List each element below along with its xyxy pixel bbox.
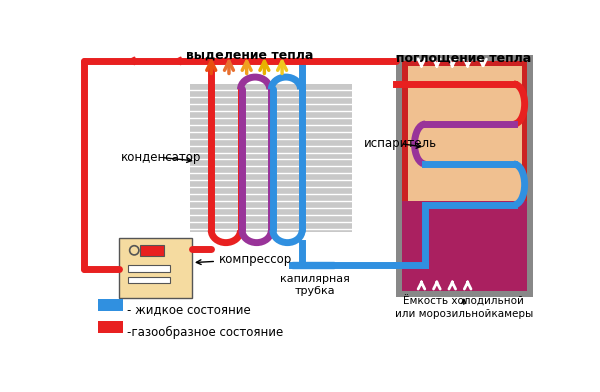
- FancyBboxPatch shape: [396, 55, 533, 297]
- Text: Ёмкость холодильной
или морозильнойкамеры: Ёмкость холодильной или морозильнойкамер…: [395, 296, 533, 319]
- Text: испаритель: испаритель: [364, 137, 437, 150]
- FancyBboxPatch shape: [402, 61, 527, 291]
- FancyBboxPatch shape: [140, 245, 164, 256]
- FancyBboxPatch shape: [292, 262, 334, 268]
- Text: капилярная
трубка: капилярная трубка: [280, 274, 350, 296]
- Text: -газообразное состояние: -газообразное состояние: [127, 326, 284, 339]
- FancyBboxPatch shape: [119, 238, 192, 298]
- Text: выделение тепла: выделение тепла: [186, 49, 313, 62]
- FancyBboxPatch shape: [98, 321, 123, 334]
- Text: поглощение тепла: поглощение тепла: [396, 52, 532, 65]
- Text: конденсатор: конденсатор: [121, 151, 202, 164]
- FancyBboxPatch shape: [98, 299, 123, 311]
- FancyBboxPatch shape: [128, 265, 170, 272]
- FancyBboxPatch shape: [407, 66, 521, 201]
- Text: компрессор: компрессор: [196, 252, 292, 266]
- Text: - жидкое состояние: - жидкое состояние: [127, 303, 251, 316]
- FancyBboxPatch shape: [128, 276, 170, 283]
- FancyBboxPatch shape: [402, 201, 527, 291]
- FancyBboxPatch shape: [190, 84, 352, 232]
